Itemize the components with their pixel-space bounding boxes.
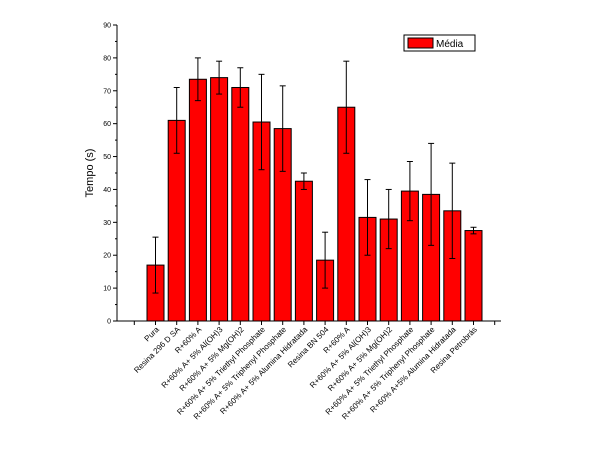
y-axis-title: Tempo (s): [84, 149, 96, 198]
legend-entry: Média: [436, 39, 464, 50]
y-tick-label: 80: [103, 55, 111, 62]
bar: [464, 230, 483, 322]
y-tick-label: 20: [103, 253, 111, 260]
bars: [146, 77, 483, 322]
y-tick-label: 10: [103, 286, 111, 293]
bar: [188, 78, 207, 322]
legend: Média: [403, 34, 476, 52]
y-tick-label: 50: [103, 154, 111, 161]
bar: [231, 86, 250, 322]
y-tick-label: 70: [103, 88, 111, 95]
bar: [210, 77, 229, 322]
y-tick-label: 60: [103, 121, 111, 128]
legend-swatch: [407, 37, 434, 49]
x-tick-label: Pura: [143, 325, 162, 344]
y-tick-label: 30: [103, 220, 111, 227]
y-tick-label: 40: [103, 187, 111, 194]
error-bars: [152, 57, 477, 294]
x-axis: [117, 320, 501, 325]
y-tick-label: 90: [103, 23, 111, 30]
bar: [294, 180, 313, 322]
y-axis: 0 10 20 30 40 50 60 70 80 90: [103, 23, 118, 326]
y-tick-label: 0: [107, 319, 111, 326]
